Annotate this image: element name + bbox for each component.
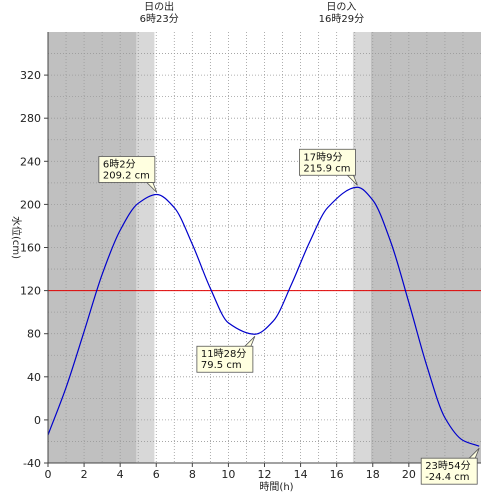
callout-time: 23時54分	[425, 460, 470, 472]
callout-time: 6時2分	[103, 158, 136, 170]
sunset-time: 16時29分	[319, 13, 364, 25]
callout-box	[299, 148, 356, 176]
y-tick-label: 200	[20, 198, 41, 211]
y-tick-label: 0	[34, 414, 41, 427]
twilight-band-evening	[352, 32, 371, 463]
y-tick-label: -40	[23, 457, 41, 470]
callout-box	[98, 156, 156, 183]
y-tick-label: 40	[27, 371, 41, 384]
callout-value: 79.5 cm	[201, 360, 242, 371]
y-tick-label: 240	[20, 155, 41, 168]
callout-3: 23時54分-24.4 cm	[420, 447, 480, 485]
x-tick-label: 12	[258, 468, 272, 481]
y-tick-label: 280	[20, 112, 41, 125]
plot-area	[47, 186, 481, 447]
tide-curve	[47, 186, 480, 447]
day-band	[154, 32, 353, 463]
x-tick-label: 18	[366, 468, 380, 481]
night-band-morning	[48, 32, 137, 463]
x-tick-label: 14	[294, 468, 308, 481]
y-tick-label: 160	[20, 242, 41, 255]
callout-box	[196, 345, 254, 373]
x-tick-label: 16	[330, 468, 344, 481]
sunrise-title: 日の出	[144, 0, 174, 13]
x-axis-title: 時間(h)	[259, 481, 293, 493]
y-axis-title: 水位(cm)	[10, 216, 23, 259]
sunrise-time: 6時23分	[140, 13, 179, 25]
callout-time: 11時28分	[201, 348, 246, 360]
sunset-title: 日の入	[326, 2, 356, 13]
callout-value: -24.4 cm	[425, 472, 469, 483]
x-tick-label: 2	[81, 468, 88, 481]
callout-value: 215.9 cm	[303, 163, 350, 174]
x-tick-label: 4	[117, 468, 124, 481]
axis-ticks: 0 2 4 6 8 10 12 14 16 18 20 -40 0 40 80 120 160 200 240 280…	[20, 32, 481, 481]
x-tick-label: 10	[221, 468, 235, 481]
daylight-bands	[48, 32, 481, 463]
y-tick-label: 120	[20, 285, 41, 298]
callout-time: 17時9分	[303, 151, 342, 163]
x-tick-label: 20	[402, 468, 416, 481]
x-tick-label: 6	[153, 468, 160, 481]
callout-value: 209.2 cm	[103, 170, 150, 181]
x-tick-label: 0	[45, 468, 52, 481]
twilight-band-morning	[136, 32, 155, 463]
x-tick-label: 8	[189, 468, 196, 481]
y-tick-label: 320	[20, 69, 41, 82]
y-tick-label: 80	[27, 328, 41, 341]
callout-box	[420, 457, 478, 485]
